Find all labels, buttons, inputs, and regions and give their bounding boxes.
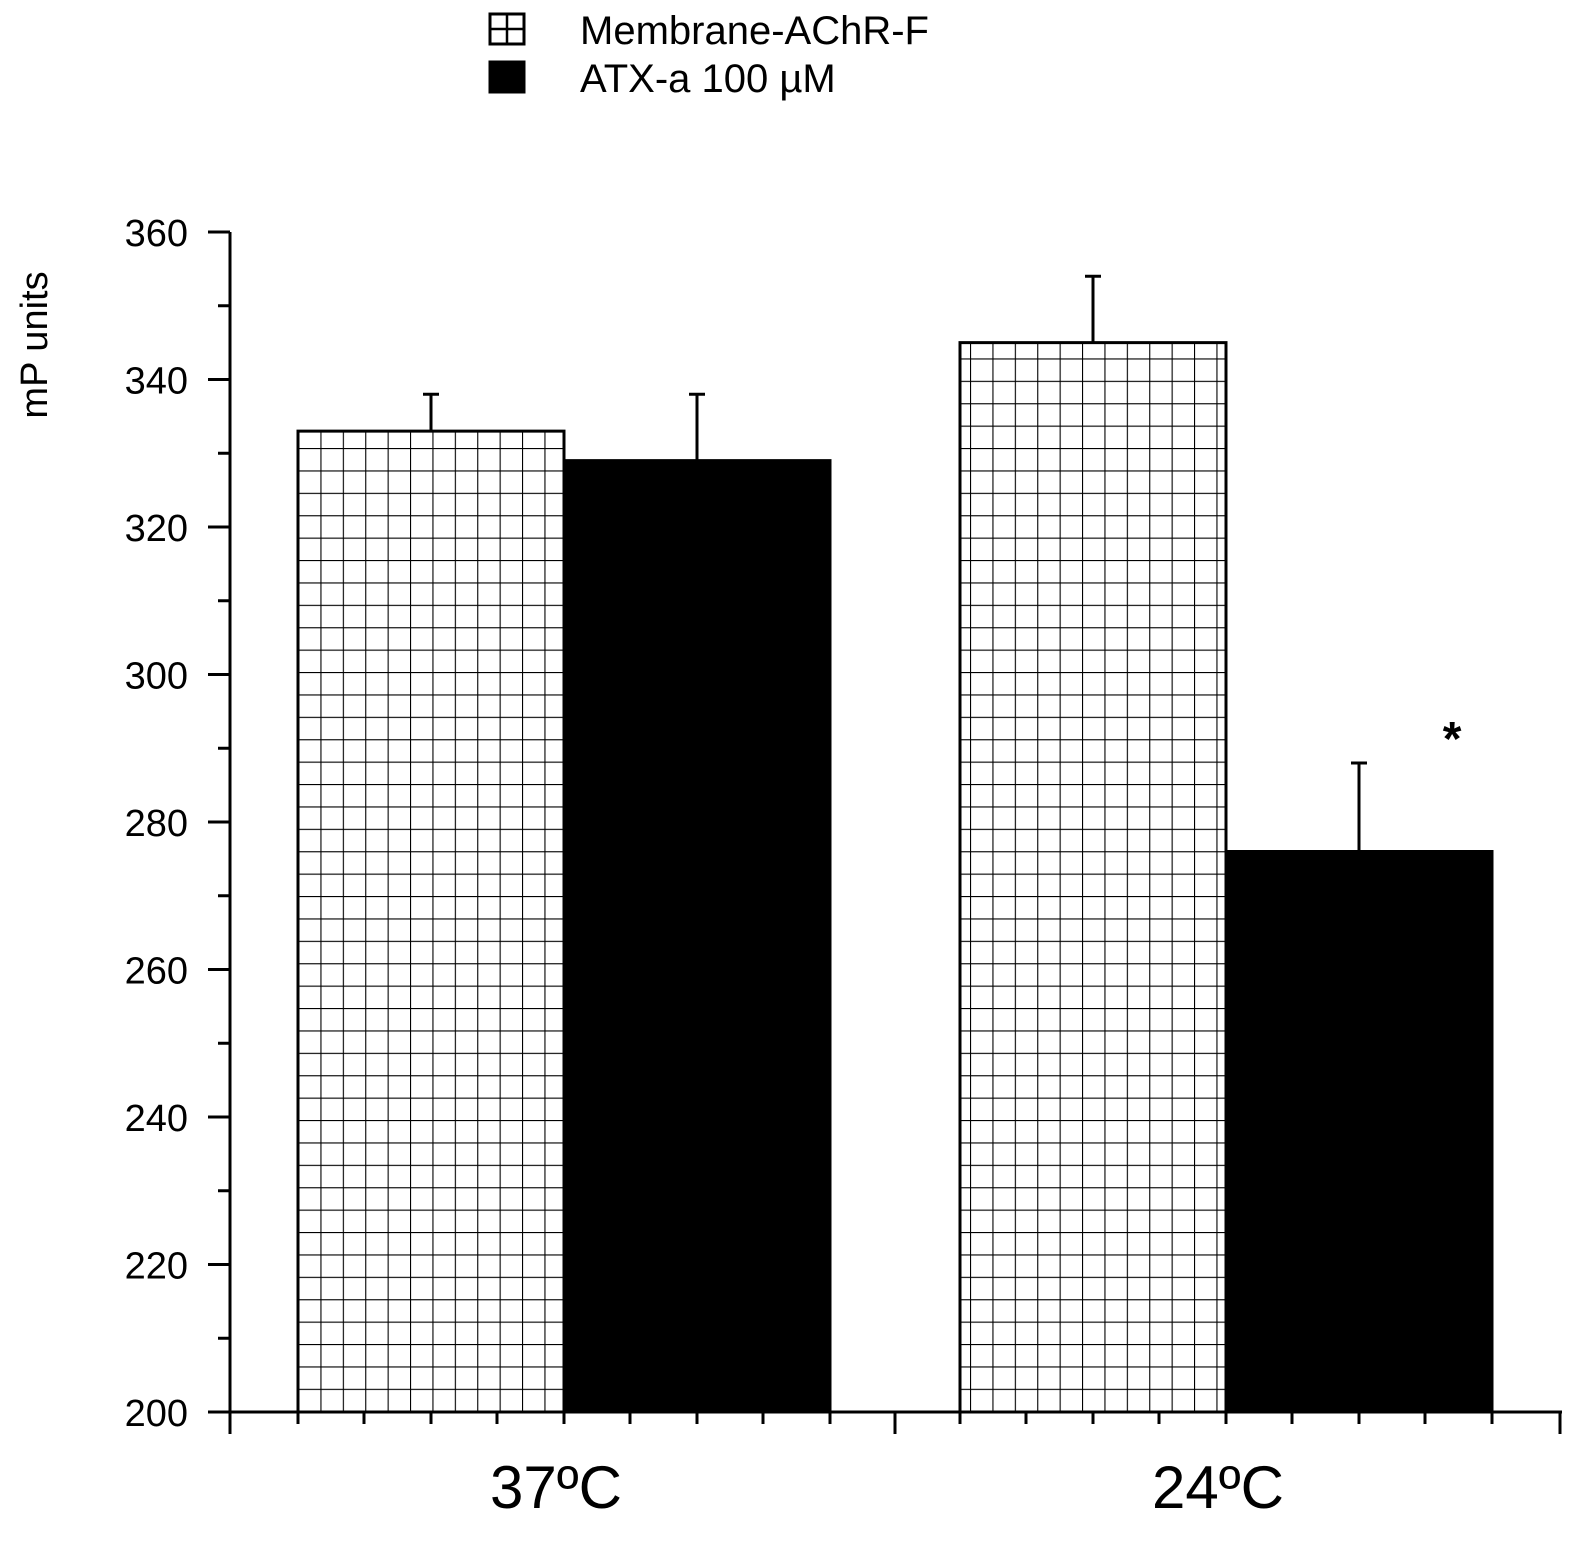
bar-atx-a-100-m-37-c bbox=[562, 459, 832, 1414]
bar-membrane-achr-f-37-c bbox=[296, 429, 566, 1414]
y-tick-label-260: 260 bbox=[125, 951, 188, 993]
y-tick-label-320: 320 bbox=[125, 508, 188, 550]
bar-atx-a-100-m-24-c bbox=[1224, 850, 1494, 1414]
y-tick-label-360: 360 bbox=[125, 213, 188, 255]
bars-layer bbox=[296, 341, 1494, 1414]
significance-annotation-0: * bbox=[1443, 713, 1462, 766]
labels-layer: 200 220 240 260 280 300 320 340 360 37ºC 24ºC mP un… bbox=[14, 213, 1462, 1521]
y-axis-title: mP units bbox=[14, 271, 56, 418]
y-tick-label-300: 300 bbox=[125, 656, 188, 698]
error-bars-layer bbox=[423, 274, 1367, 852]
legend-label-membrane-achr-f: Membrane-AChR-F bbox=[580, 9, 929, 53]
y-tick-label-280: 280 bbox=[125, 803, 188, 845]
y-tick-label-240: 240 bbox=[125, 1098, 188, 1140]
x-category-label-24-c: 24ºC bbox=[1152, 1454, 1284, 1521]
x-category-label-37-c: 37ºC bbox=[490, 1454, 622, 1521]
y-tick-label-340: 340 bbox=[125, 361, 188, 403]
y-tick-label-220: 220 bbox=[125, 1246, 188, 1288]
bar-membrane-achr-f-24-c bbox=[958, 341, 1228, 1414]
y-tick-label-200: 200 bbox=[125, 1393, 188, 1435]
legend-swatch-atx-a-100-m bbox=[488, 60, 526, 94]
legend-label-atx-a-100-m: ATX-a 100 µM bbox=[580, 57, 836, 101]
axes-layer bbox=[208, 230, 1562, 1434]
